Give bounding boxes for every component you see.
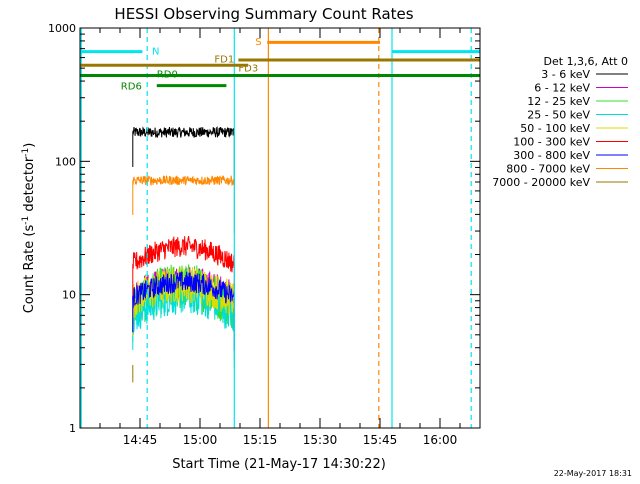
flag-label-3: FD1	[214, 55, 234, 66]
date-stamp: 22-May-2017 18:31	[554, 469, 632, 478]
legend-entry-label-2: 12 - 25 keV	[527, 95, 590, 108]
series-trace-7	[132, 175, 235, 186]
y-axis-label-exp2: -1	[21, 148, 31, 157]
series-trace-4	[132, 267, 235, 318]
y-tick-label-2: 100	[55, 155, 76, 168]
series-trace-3	[132, 274, 235, 336]
series-trace-0	[132, 126, 235, 138]
legend-entry-label-6: 300 - 800 keV	[513, 149, 590, 162]
chart-title: HESSI Observing Summary Count Rates	[114, 5, 413, 23]
legend-entry-label-1: 6 - 12 keV	[534, 82, 590, 95]
plot-area: N S FD1 FD3 RD0 RD6	[80, 28, 480, 428]
legend-entry-label-0: 3 - 6 keV	[541, 68, 590, 81]
legend-entry-label-5: 100 - 300 keV	[513, 136, 590, 149]
flag-label-6: RD6	[121, 81, 142, 92]
series-trace-5	[132, 235, 235, 273]
y-axis-label-suffix: )	[22, 143, 37, 148]
y-axis-label-prefix: Count Rate (s	[22, 225, 37, 314]
x-tick-label-2: 15:15	[243, 433, 278, 447]
x-tick-label-5: 16:00	[423, 433, 458, 447]
x-tick-label-3: 15:30	[303, 433, 338, 447]
flag-label-5: RD0	[157, 70, 178, 81]
y-tick-label-1: 10	[62, 289, 76, 302]
y-axis-label-exp1: -1	[21, 216, 31, 225]
x-axis-label: Start Time (21-May-17 14:30:22)	[172, 457, 386, 472]
legend-title: Det 1,3,6, Att 0	[544, 55, 628, 68]
axes: 1 10 100 1000 14:45 15:00 15:15 15:30 15:45 16:00	[48, 22, 481, 447]
flag-label-0: N	[152, 46, 159, 57]
series-trace-6	[132, 271, 235, 308]
x-tick-label-1: 15:00	[183, 433, 218, 447]
x-tick-label-4: 15:45	[363, 433, 398, 447]
x-tick-label-0: 14:45	[123, 433, 158, 447]
legend-entry-label-8: 7000 - 20000 keV	[492, 176, 590, 189]
legend-entry-label-7: 800 - 7000 keV	[506, 163, 590, 176]
flag-label-4: FD3	[238, 64, 258, 75]
y-axis-label: Count Rate (s-1 detector-1)	[21, 143, 37, 314]
legend-entry-label-4: 50 - 100 keV	[520, 122, 590, 135]
y-tick-label-3: 1000	[48, 22, 76, 35]
flag-label-2: S	[255, 37, 261, 48]
legend-entry-label-3: 25 - 50 keV	[527, 109, 590, 122]
y-tick-label-0: 1	[69, 422, 76, 435]
y-axis-label-mid: detector	[22, 156, 37, 216]
